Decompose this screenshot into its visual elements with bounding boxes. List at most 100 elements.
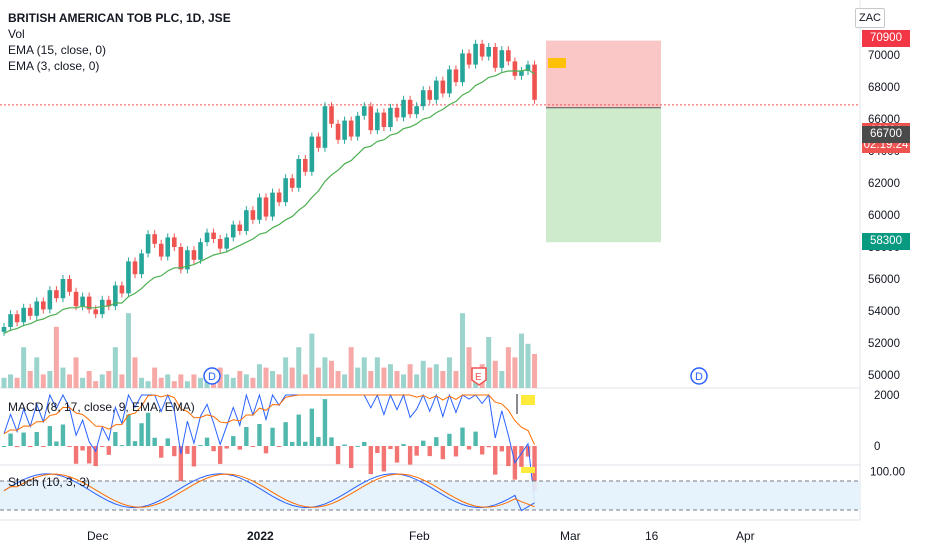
candle-body [532,64,537,100]
price-tick-label: 60000 [868,210,900,222]
candle-body [224,237,229,249]
candle-body [178,247,184,270]
volume-bar [532,354,538,388]
macd-histogram-bar [250,446,256,447]
macd-histogram-bar [1,446,7,447]
macd-histogram-bar [159,446,164,458]
price-tick-label: 70000 [868,50,900,62]
volume-bar [512,357,518,388]
volume-bar [394,371,400,388]
candle-body [14,314,20,323]
candle-body [8,314,13,327]
candle-body [257,197,262,220]
volume-bar [47,371,53,388]
candle-body [342,120,347,140]
macd-histogram-bar [132,441,138,446]
candle-body [375,112,380,131]
volume-bar [525,343,531,388]
volume-bar [505,347,511,388]
dividend-marker [203,367,221,385]
candle-body [296,159,302,188]
macd-histogram-bar [106,446,111,455]
stoch-marker [521,467,535,473]
macd-histogram-bar [152,437,157,446]
candle-body [270,192,275,217]
candle-body [492,47,498,68]
volume-bar [466,347,472,388]
volume-bar [119,374,125,388]
candle-body [80,296,85,307]
stop-zone [546,40,661,108]
volume-bar [460,313,465,388]
volume-bar [171,381,177,388]
candle-body [466,53,472,65]
candle-body [73,291,79,307]
volume-bar [348,347,354,388]
candle-body [479,43,485,57]
candle-body [335,123,341,140]
macd-histogram-bar [401,444,406,446]
candle-body [276,192,282,203]
volume-bar [14,377,20,388]
earnings-marker [471,367,487,386]
volume-bar [243,374,249,388]
candle-body [47,290,53,310]
volume-bar [256,364,262,388]
candle-body [34,301,40,316]
volume-bar [342,374,348,388]
macd-histogram-bar [493,446,498,475]
volume-bar [427,367,433,388]
volume-bar [374,357,380,388]
target-price-tag: 58300 [862,233,910,250]
currency-badge[interactable]: ZAC [855,8,885,28]
candle-body [113,285,118,307]
candle-body [388,107,393,127]
stoch-band [0,481,860,510]
candle-body [427,90,433,100]
volume-bar [237,371,243,388]
volume-bar [368,371,374,388]
volume-bar [184,381,190,388]
macd-histogram-bar [54,441,59,446]
macd-histogram-bar [145,412,151,446]
candle-body [407,99,413,115]
ema15-line [3,68,535,334]
macd-histogram-bar [506,446,511,467]
candle-body [211,232,216,239]
volume-bar [322,357,328,388]
candle-body [289,178,295,188]
macd-histogram-bar [296,414,301,446]
macd-histogram-bar [47,426,53,446]
volume-bar [224,374,230,388]
volume-bar [93,381,99,388]
signal-line [3,394,536,445]
macd-histogram-bar [100,446,105,447]
macd-histogram-bar [257,424,262,446]
macd-histogram-bar [388,446,393,450]
volume-bar [492,360,498,388]
candle-body [93,309,98,315]
candle-body [303,159,308,172]
volume-bar [67,374,72,388]
candle-body [486,47,491,57]
candle-body [329,106,334,124]
macd-histogram-bar [178,446,184,483]
legend-macd: MACD (8, 17, close, 9, EMA, EMA) [8,400,195,414]
time-tick-label: Feb [409,529,430,543]
macd-histogram-bar [28,446,33,447]
macd-histogram-bar [453,446,459,457]
volume-bar [86,371,92,388]
time-tick-label: 2022 [247,529,274,543]
candle-body [119,285,125,294]
candle-body [145,234,151,254]
volume-bar [296,347,302,388]
volume-bar [198,377,203,388]
volume-bar [446,357,452,388]
macd-histogram-bar [86,446,92,464]
candle-body [86,296,92,310]
candle-body [126,261,131,294]
macd-histogram-bar [519,446,524,467]
volume-bar [152,367,158,388]
candle-body [473,43,478,65]
